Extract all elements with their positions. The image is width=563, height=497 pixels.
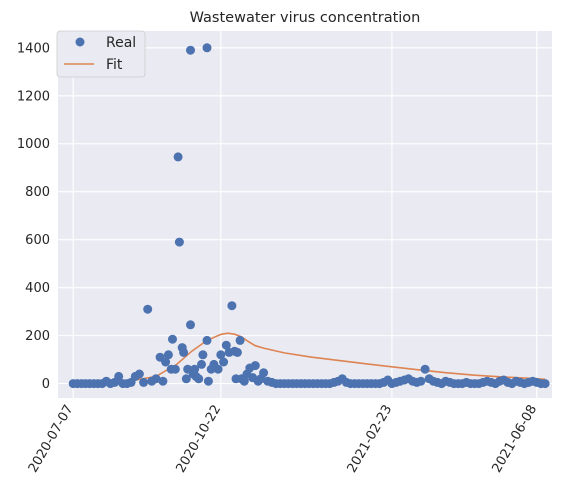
fit-series xyxy=(73,332,546,384)
data-point xyxy=(416,376,426,386)
grid xyxy=(58,31,552,398)
chart-title: Wastewater virus concentration xyxy=(190,10,421,26)
y-tick-label: 200 xyxy=(25,329,50,344)
x-axis: 2020-07-07 2020-10-22 2021-02-23 2021-06-08 xyxy=(26,403,540,476)
data-point xyxy=(540,379,550,389)
x-tick-label: 2020-07-07 xyxy=(26,403,77,476)
data-point xyxy=(143,304,153,314)
data-point xyxy=(202,43,212,53)
data-point xyxy=(170,364,180,374)
plot-area xyxy=(58,31,552,398)
data-point xyxy=(161,357,171,367)
data-point xyxy=(250,361,260,371)
legend: Real Fit xyxy=(56,30,146,78)
y-axis: 0 200 400 600 800 1000 1200 1400 xyxy=(17,41,50,392)
data-point xyxy=(173,152,183,162)
x-tick-label: 2021-02-23 xyxy=(345,403,396,476)
data-point xyxy=(202,335,212,345)
data-point xyxy=(190,364,200,374)
data-point xyxy=(186,45,195,55)
fit-line xyxy=(73,332,546,384)
data-point xyxy=(168,334,177,344)
data-point xyxy=(114,371,124,381)
legend-marker-real xyxy=(75,37,85,47)
x-tick-label: 2020-10-22 xyxy=(174,403,225,476)
data-point xyxy=(216,350,226,360)
data-point xyxy=(158,376,168,386)
x-tick-label: 2021-06-08 xyxy=(490,403,541,476)
data-point xyxy=(163,350,173,360)
data-point xyxy=(232,347,242,357)
data-point xyxy=(151,374,161,384)
data-point xyxy=(259,368,269,378)
data-point xyxy=(239,376,249,386)
y-tick-label: 1400 xyxy=(17,41,50,56)
data-point xyxy=(213,364,223,374)
legend-label-fit: Fit xyxy=(106,57,123,73)
data-point xyxy=(221,340,231,350)
data-point xyxy=(420,364,430,374)
data-point xyxy=(174,237,184,247)
y-tick-label: 800 xyxy=(25,185,50,200)
data-point xyxy=(198,350,208,360)
data-point xyxy=(203,376,213,386)
y-tick-label: 1000 xyxy=(17,137,50,152)
data-point xyxy=(219,357,229,367)
data-point xyxy=(235,335,245,345)
data-point xyxy=(139,377,149,387)
data-point xyxy=(197,359,206,369)
data-point xyxy=(134,369,144,379)
legend-label-real: Real xyxy=(106,35,136,51)
real-series xyxy=(68,43,550,389)
y-tick-label: 400 xyxy=(25,281,50,296)
y-tick-label: 0 xyxy=(42,377,50,392)
data-point xyxy=(194,374,204,384)
data-point xyxy=(227,301,237,311)
y-tick-label: 600 xyxy=(25,233,50,248)
y-tick-label: 1200 xyxy=(17,89,50,104)
data-point xyxy=(186,320,195,330)
data-point xyxy=(179,347,189,357)
data-point xyxy=(181,374,191,384)
